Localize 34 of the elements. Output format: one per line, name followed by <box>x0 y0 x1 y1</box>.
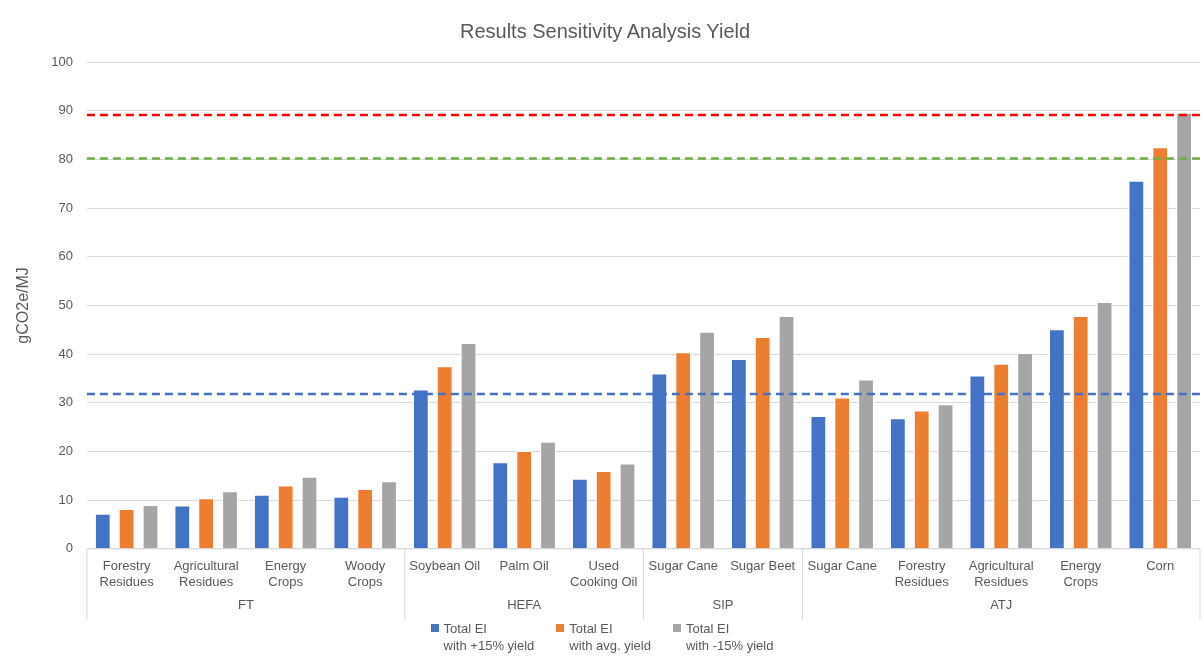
y-tick-label: 70 <box>58 199 73 215</box>
x-tick-label: Palm Oil <box>499 558 549 574</box>
legend-label: Total EI with -15% yield <box>685 620 774 654</box>
y-tick-label: 80 <box>58 150 73 166</box>
x-tick-label: Woody Crops <box>345 558 386 589</box>
y-tick-label: 40 <box>58 345 73 361</box>
text: FT <box>237 596 254 612</box>
x-tick-label: Agricultural Residues <box>173 558 239 589</box>
y-tick-label: 60 <box>58 248 73 264</box>
x-tick-label: Sugar Cane <box>807 558 877 574</box>
x-tick-label: Sugar Cane <box>648 558 718 574</box>
x-tick-label: Agricultural Residues <box>968 558 1034 589</box>
y-tick-label: 100 <box>51 53 73 69</box>
text: HEFA <box>507 596 542 612</box>
x-tick-label: Forestry Residues <box>894 558 950 589</box>
x-tick-label: Energy Crops <box>1060 558 1102 589</box>
x-tick-label: Forestry Residues <box>99 558 155 589</box>
y-axis-title: gCO2e/MJ <box>14 267 32 344</box>
x-tick-label: Used Cooking Oil <box>570 558 638 589</box>
chart-title: Results Sensitivity Analysis Yield <box>459 19 751 42</box>
text: ATJ <box>990 596 1013 612</box>
legend-label: Total EI with +15% yield <box>443 620 535 654</box>
x-tick-label: Energy Crops <box>265 558 307 589</box>
y-tick-label: 30 <box>58 394 73 410</box>
text: SIP <box>712 596 734 612</box>
y-tick-label: 90 <box>58 102 73 118</box>
y-tick-label: 0 <box>65 540 73 556</box>
y-tick-label: 20 <box>58 443 73 459</box>
x-tick-label: Sugar Beet <box>730 558 796 574</box>
y-tick-label: 10 <box>58 491 73 507</box>
y-tick-label: 50 <box>58 296 73 312</box>
x-tick-label: Corn <box>1146 558 1175 574</box>
legend-label: Total EI with avg. yield <box>569 620 651 654</box>
x-tick-label: Soybean Oil <box>409 558 481 574</box>
